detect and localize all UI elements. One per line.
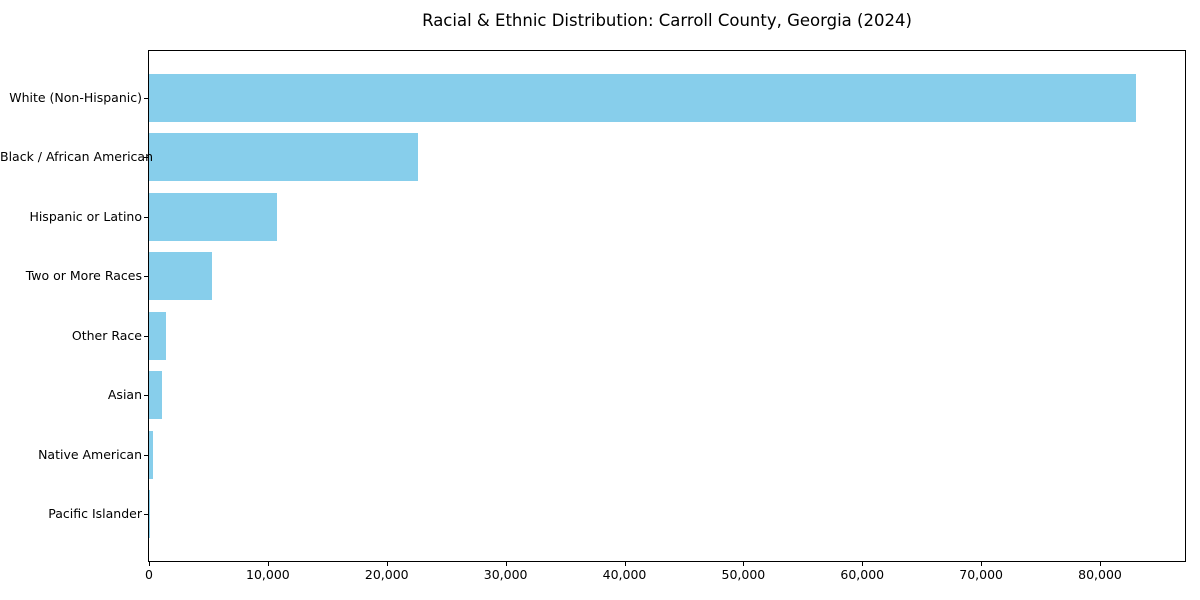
y-category-label: Two or More Races [25, 268, 142, 284]
x-axis-tick [1100, 562, 1101, 566]
y-category-label: Pacific Islander [48, 506, 142, 521]
y-category-label: Other Race [71, 327, 142, 343]
x-tick-label: 10,000 [246, 567, 290, 582]
bar [149, 430, 154, 479]
x-tick-label: 80,000 [1078, 567, 1122, 582]
x-axis-tick [981, 562, 983, 566]
x-axis-tick [743, 562, 745, 566]
x-tick-label: 40,000 [602, 567, 647, 582]
x-tick-label: 0 [145, 567, 153, 582]
y-category-label: White (Non-Hispanic) [9, 90, 142, 105]
plot-area [148, 50, 1186, 562]
x-tick-label: 70,000 [959, 567, 1003, 582]
y-category-label: Hispanic or Latino [29, 208, 142, 224]
chart-title: Racial & Ethnic Distribution: Carroll Co… [422, 11, 912, 30]
y-axis-tick [144, 454, 148, 456]
x-tick-label: 60,000 [840, 567, 885, 582]
x-axis-tick [149, 562, 150, 566]
y-axis-tick [144, 98, 148, 99]
bar [149, 192, 277, 241]
x-axis-tick [505, 562, 507, 566]
bar [149, 252, 212, 301]
y-category-label: Asian [107, 387, 142, 403]
y-axis-tick [144, 276, 148, 278]
bar [149, 133, 418, 182]
x-tick-label: 50,000 [721, 567, 766, 582]
y-axis-tick [144, 514, 148, 515]
y-axis-tick [144, 157, 148, 159]
x-axis-tick [862, 562, 864, 566]
y-category-label: Black / African American [0, 149, 154, 165]
bar [149, 371, 163, 420]
x-axis-tick [267, 562, 269, 566]
x-axis-tick [624, 562, 626, 566]
y-category-label: Native American [38, 446, 142, 462]
bar [149, 74, 1136, 122]
y-axis-tick [144, 335, 148, 337]
x-axis-tick [386, 562, 388, 566]
y-axis-tick [144, 216, 148, 218]
y-axis-tick [144, 395, 148, 397]
bar [149, 311, 166, 360]
x-tick-label: 30,000 [483, 567, 528, 582]
x-tick-label: 20,000 [364, 567, 409, 582]
